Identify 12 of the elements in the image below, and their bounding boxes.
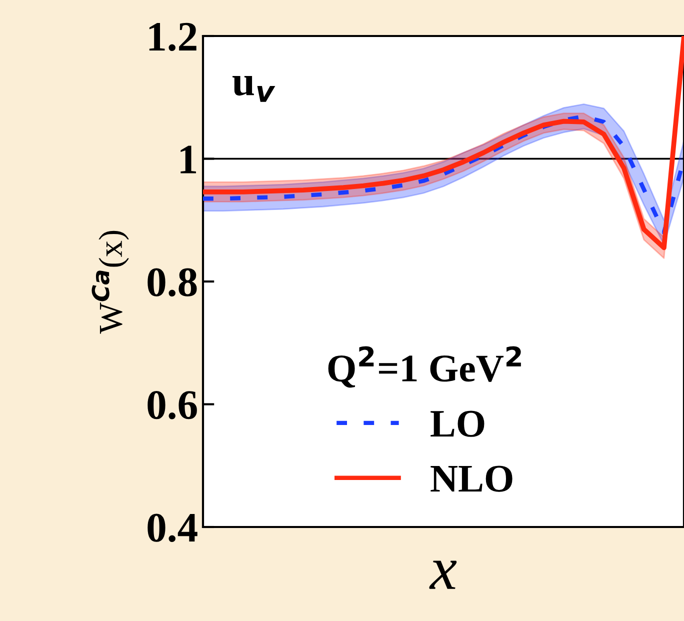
legend-label: LO xyxy=(430,410,484,437)
y-axis-title: W$^{Ca}$(x) xyxy=(92,230,129,334)
y-tick-label: 1 xyxy=(180,146,196,174)
x-axis-title: x xyxy=(429,560,457,589)
line-series xyxy=(203,114,684,234)
y-tick-label: 1.2 xyxy=(149,22,196,52)
y-tick-label: 0.8 xyxy=(148,268,197,297)
annotation: u$_{v}$ xyxy=(232,76,276,102)
legend-label: NLO xyxy=(430,466,512,492)
legend-title: Q$^{2}$=1 GeV$^{2}$ xyxy=(328,346,521,388)
y-tick-label: 0.6 xyxy=(148,391,197,420)
y-tick-label: 0.4 xyxy=(148,514,198,542)
